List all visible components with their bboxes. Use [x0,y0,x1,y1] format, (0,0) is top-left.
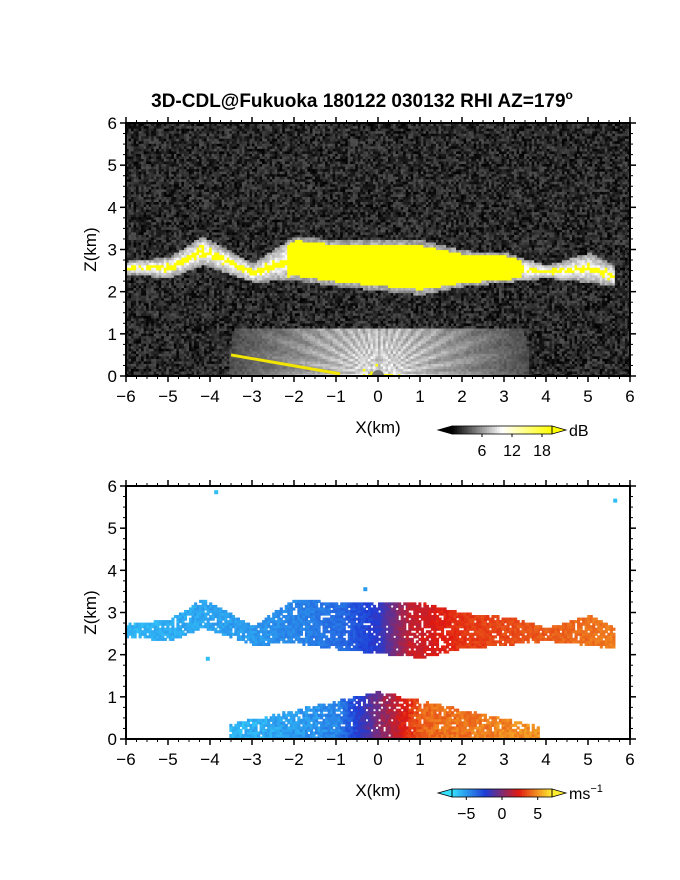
chart-title-upper: 3D-CDL@Fukuoka 180122 030132 RHI AZ=179o [151,88,573,112]
chart-title-text: 3D-CDL@Fukuoka 180122 030132 RHI AZ=179 [151,91,565,112]
snr-field [126,120,633,382]
chart-title-degree: o [566,88,573,102]
